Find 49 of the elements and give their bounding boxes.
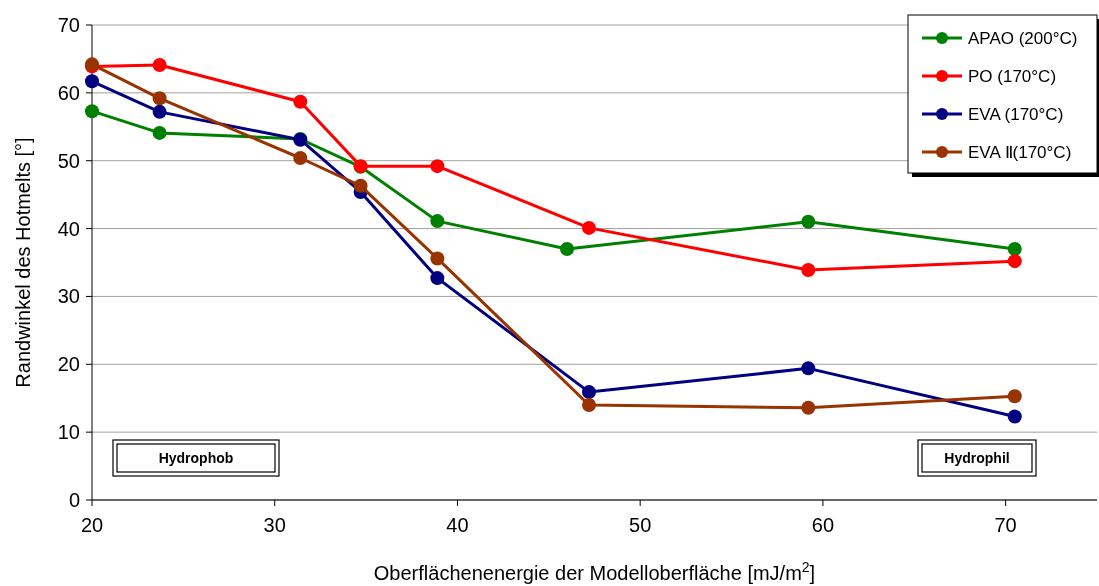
point (430, 251, 445, 266)
point (1007, 254, 1022, 269)
y-tick-label: 20 (57, 353, 80, 376)
point (560, 241, 575, 256)
legend-label: EVA Ⅱ(170°C) (968, 143, 1072, 162)
legend-label: APAO (200°C) (968, 29, 1078, 48)
y-tick-label: 60 (57, 81, 80, 104)
x-axis-title: Oberflächenenergie der Modelloberfläche [mJ/m$^{2}$] (373, 559, 816, 584)
point (85, 74, 99, 89)
point (152, 91, 167, 106)
x-tick-label: 50 (629, 514, 652, 536)
point (801, 361, 816, 376)
y-tick-label: 30 (57, 285, 80, 308)
y-tick-label: 10 (57, 421, 80, 444)
point (582, 385, 597, 400)
legend-label: PO (170°C) (968, 67, 1057, 86)
double-framed-label: Hydrophob (112, 439, 280, 477)
x-tick-label: 40 (446, 514, 469, 536)
point (1007, 389, 1022, 404)
x-tick-label: 30 (263, 514, 286, 536)
annotation: Hydrophil (944, 450, 1010, 466)
double-framed-label: Hydrophil (917, 439, 1037, 477)
x-tick-label: 60 (811, 514, 835, 536)
y-tick-label: 40 (57, 217, 80, 240)
point (152, 104, 167, 119)
point (152, 58, 167, 73)
point (430, 214, 445, 229)
point (582, 220, 597, 235)
point (801, 400, 816, 415)
annotation: Hydrophob (158, 450, 234, 466)
x-tick-label: 70 (994, 514, 1017, 536)
point (1007, 409, 1022, 424)
point (430, 159, 445, 174)
point (801, 262, 816, 277)
point (430, 271, 445, 286)
legend-label: EVA (170°C) (968, 105, 1064, 124)
x-tick-label: 20 (80, 514, 104, 536)
point (293, 151, 308, 165)
y-tick-label: 70 (57, 14, 80, 36)
y-axis-title: Randwinkel des Hotmelts [°] (12, 137, 34, 388)
point (152, 125, 167, 140)
point (293, 94, 308, 109)
point (85, 104, 99, 119)
point (1007, 241, 1022, 256)
y-tick-label: 50 (57, 149, 80, 172)
point (353, 178, 368, 193)
point (801, 214, 816, 229)
y-tick-label: 0 (68, 489, 80, 511)
point (582, 398, 597, 412)
